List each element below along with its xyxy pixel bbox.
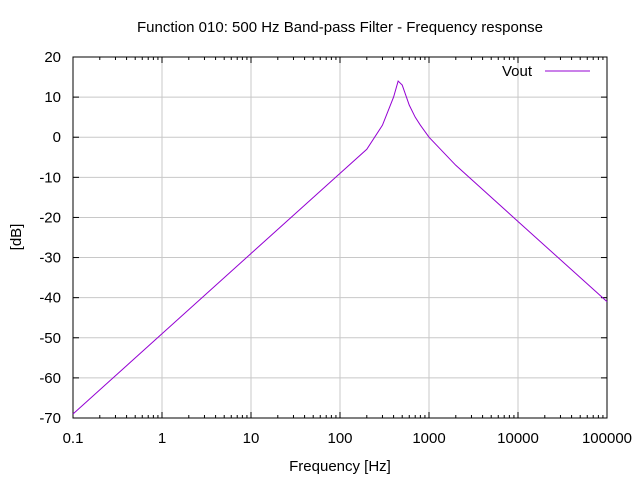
- x-tick-label: 0.1: [63, 430, 84, 447]
- tick-labels: 0.1 1 10 100 1000 10000 100000-70-60-50-40-30-…: [39, 49, 632, 447]
- y-axis-label: [dB]: [8, 224, 25, 251]
- x-tick-label: 1: [158, 430, 166, 447]
- y-tick-label: 0: [53, 129, 61, 146]
- y-tick-label: 10: [44, 89, 61, 106]
- chart-title: Function 010: 500 Hz Band-pass Filter - …: [137, 19, 543, 36]
- plot-frame: [72, 56, 608, 419]
- legend: Vout: [502, 63, 590, 80]
- legend-label-vout: Vout: [502, 63, 533, 80]
- y-tick-label: -70: [39, 410, 61, 427]
- x-tick-label: 100000: [582, 430, 632, 447]
- x-tick-label: 1000: [412, 430, 445, 447]
- x-axis-label: Frequency [Hz]: [289, 458, 391, 475]
- y-tick-label: 20: [44, 49, 61, 66]
- x-tick-label: 100: [327, 430, 352, 447]
- y-tick-label: -50: [39, 330, 61, 347]
- y-tick-label: -30: [39, 250, 61, 267]
- x-tick-label: 10: [243, 430, 260, 447]
- y-tick-label: -20: [39, 209, 61, 226]
- series-line-vout: [72, 80, 608, 415]
- y-tick-label: -60: [39, 370, 61, 387]
- y-tick-label: -40: [39, 290, 61, 307]
- x-tick-label: 10000: [497, 430, 539, 447]
- grid: [72, 56, 608, 419]
- y-tick-label: -10: [39, 169, 61, 186]
